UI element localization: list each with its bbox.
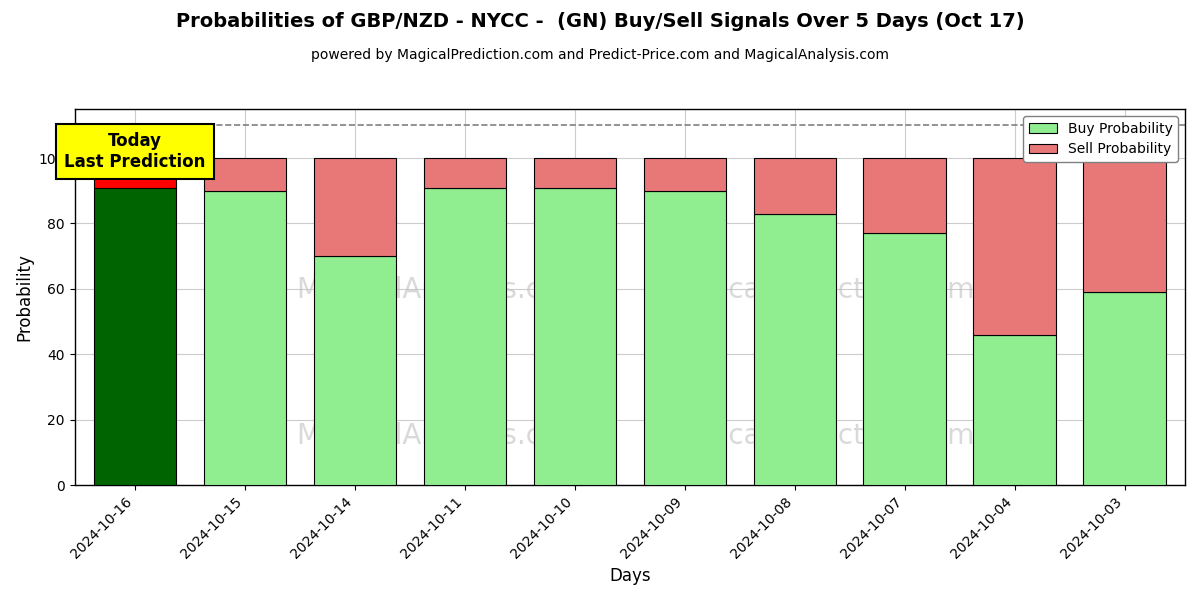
Text: Today
Last Prediction: Today Last Prediction	[65, 132, 206, 170]
Bar	[643, 191, 726, 485]
Bar	[204, 158, 287, 191]
Text: MagicalAnalysis.com: MagicalAnalysis.com	[296, 275, 586, 304]
Bar	[1084, 158, 1165, 292]
Legend: Buy Probability, Sell Probability: Buy Probability, Sell Probability	[1024, 116, 1178, 162]
Bar	[754, 214, 836, 485]
Bar	[94, 158, 176, 188]
Text: powered by MagicalPrediction.com and Predict-Price.com and MagicalAnalysis.com: powered by MagicalPrediction.com and Pre…	[311, 48, 889, 62]
Text: Probabilities of GBP/NZD - NYCC -  (GN) Buy/Sell Signals Over 5 Days (Oct 17): Probabilities of GBP/NZD - NYCC - (GN) B…	[175, 12, 1025, 31]
Text: MagicalPrediction.com: MagicalPrediction.com	[662, 275, 974, 304]
Bar	[973, 335, 1056, 485]
Bar	[313, 158, 396, 256]
Bar	[534, 188, 616, 485]
Bar	[424, 188, 506, 485]
Bar	[1084, 292, 1165, 485]
Bar	[534, 158, 616, 188]
Bar	[424, 158, 506, 188]
Y-axis label: Probability: Probability	[16, 253, 34, 341]
Bar	[864, 233, 946, 485]
Bar	[643, 158, 726, 191]
Bar	[204, 191, 287, 485]
Bar	[864, 158, 946, 233]
Bar	[973, 158, 1056, 335]
Bar	[94, 188, 176, 485]
Bar	[313, 256, 396, 485]
Bar	[754, 158, 836, 214]
Text: MagicalPrediction.com: MagicalPrediction.com	[662, 422, 974, 450]
Text: MagicalAnalysis.com: MagicalAnalysis.com	[296, 422, 586, 450]
X-axis label: Days: Days	[610, 567, 650, 585]
